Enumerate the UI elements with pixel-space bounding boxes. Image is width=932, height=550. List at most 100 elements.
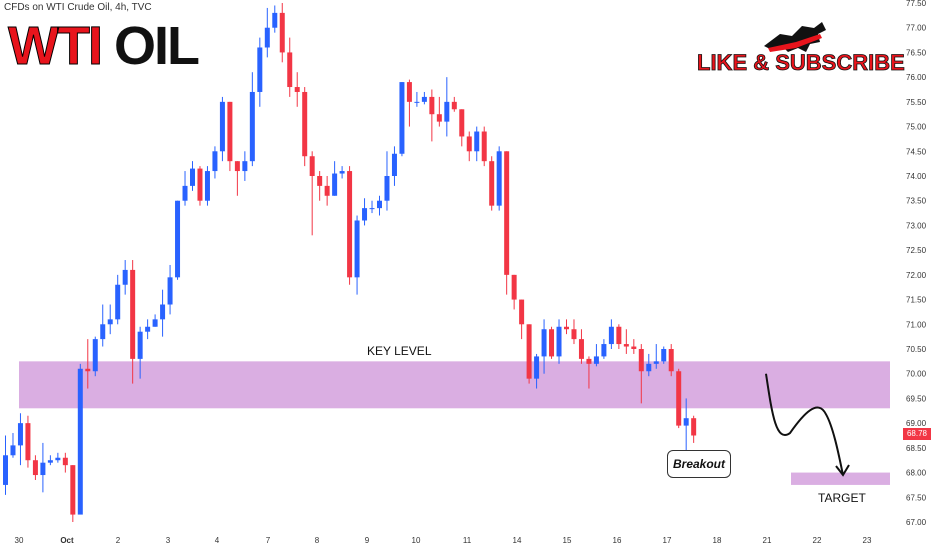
candle-body <box>137 331 143 359</box>
candle-body <box>429 96 435 115</box>
y-tick-label: 70.00 <box>906 370 927 379</box>
candle-body <box>421 96 427 102</box>
candle-body <box>17 423 23 446</box>
candle-body <box>160 304 166 320</box>
candle-body <box>175 200 181 278</box>
y-tick-label: 69.50 <box>906 394 927 403</box>
x-tick-label: 30 <box>15 536 24 545</box>
candle-body <box>212 151 218 172</box>
x-tick-label: 7 <box>266 536 271 545</box>
bull-logo-icon <box>764 22 826 52</box>
candle-body <box>77 368 83 515</box>
title-part2: OIL <box>113 16 200 76</box>
x-tick-label: 8 <box>315 536 320 545</box>
candle-body <box>302 91 308 157</box>
y-tick-label: 75.50 <box>906 98 927 107</box>
x-tick-label: 23 <box>863 536 872 545</box>
candle-body <box>257 47 263 92</box>
y-tick-label: 77.50 <box>906 0 927 8</box>
candle-body <box>40 462 46 476</box>
y-tick-label: 67.50 <box>906 493 927 502</box>
target-label: TARGET <box>818 491 866 505</box>
time-axis[interactable]: 30 Oct 2 3 4 7 8 9 10 11 14 15 16 17 18 21 22 23 <box>15 536 872 545</box>
candle-body <box>683 418 689 426</box>
candle-body <box>496 151 502 206</box>
candle-body <box>474 131 480 152</box>
candle-body <box>92 339 98 372</box>
x-tick-label: 2 <box>116 536 121 545</box>
x-tick-label: 3 <box>166 536 171 545</box>
target-zone <box>791 472 890 485</box>
candle-body <box>10 445 16 456</box>
candle-body <box>70 465 76 515</box>
candle-body <box>414 101 420 103</box>
candle-body <box>182 185 188 201</box>
candle-body <box>519 299 525 325</box>
candle-body <box>676 371 682 426</box>
y-tick-label: 71.50 <box>906 296 927 305</box>
candle-body <box>234 161 240 172</box>
candle-body <box>62 457 68 466</box>
candle-body <box>608 326 614 345</box>
candle-body <box>369 208 375 210</box>
candle-body <box>556 326 562 357</box>
candle-body <box>384 176 390 201</box>
candle-body <box>347 171 353 278</box>
candle-body <box>309 156 315 176</box>
last-price-tag: 68.78 <box>903 428 931 440</box>
candle-body <box>444 101 450 122</box>
x-tick-label: 15 <box>563 536 572 545</box>
candle-body <box>324 185 330 196</box>
y-tick-label: 67.00 <box>906 518 927 527</box>
candle-body <box>481 131 487 162</box>
candle-body <box>204 171 210 201</box>
candle-body <box>511 274 517 300</box>
candle-body <box>653 361 659 364</box>
candle-body <box>593 356 599 364</box>
breakout-callout: Breakout <box>667 450 731 478</box>
y-tick-label: 72.00 <box>906 271 927 280</box>
candle-body <box>362 208 368 221</box>
x-tick-label: 16 <box>613 536 622 545</box>
x-tick-label: 4 <box>215 536 220 545</box>
y-tick-label: 77.00 <box>906 24 927 33</box>
candle-body <box>25 423 31 461</box>
key-level-label: KEY LEVEL <box>367 344 432 358</box>
candle-body <box>227 101 233 162</box>
candle-body <box>451 101 457 110</box>
candle-body <box>3 455 8 485</box>
candle-body <box>646 363 652 372</box>
y-tick-label: 76.00 <box>906 73 927 82</box>
y-tick-label: 72.50 <box>906 246 927 255</box>
candle-body <box>504 151 510 275</box>
candle-body <box>578 339 584 359</box>
chart-header: CFDs on WTI Crude Oil, 4h, TVC <box>4 2 152 13</box>
candle-body <box>249 91 255 162</box>
candle-body <box>332 173 338 196</box>
candle-body <box>668 349 674 372</box>
candle-body <box>406 82 412 102</box>
candle-body <box>219 101 225 152</box>
x-tick-label: 18 <box>713 536 722 545</box>
y-tick-label: 74.50 <box>906 147 927 156</box>
candle-body <box>549 329 555 357</box>
candle-body <box>339 171 345 174</box>
candle-body <box>399 82 405 154</box>
like-subscribe-banner[interactable]: LIKE & SUBSCRIBE <box>697 50 906 76</box>
candle-body <box>691 418 697 436</box>
candle-body <box>279 12 285 53</box>
candle-body <box>115 284 121 320</box>
candle-body <box>32 460 38 476</box>
candle-body <box>377 200 382 209</box>
projection-arrow <box>765 373 844 476</box>
x-tick-label: 10 <box>412 536 421 545</box>
x-tick-label: 17 <box>663 536 672 545</box>
candle-body <box>85 368 91 372</box>
candle-body <box>55 457 61 461</box>
price-axis[interactable]: 67.00 67.50 68.00 68.50 69.00 69.50 70.00 70.50… <box>906 0 927 527</box>
candle-body <box>145 326 151 332</box>
candle-body <box>564 326 569 330</box>
candle-body <box>571 329 577 340</box>
candle-body <box>534 356 540 379</box>
